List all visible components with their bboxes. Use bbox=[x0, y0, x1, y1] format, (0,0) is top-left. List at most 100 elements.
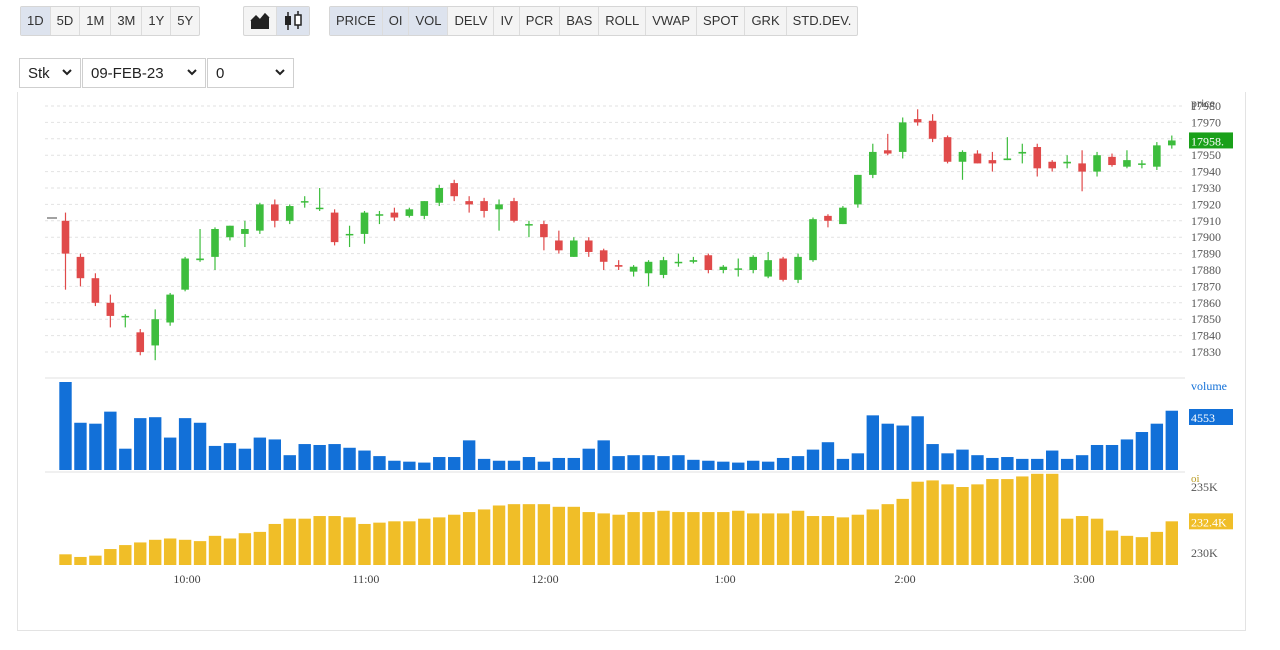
volume-bar bbox=[971, 455, 984, 470]
candle-body bbox=[181, 258, 189, 290]
candle-body bbox=[913, 119, 922, 123]
candle bbox=[1003, 137, 1012, 161]
area-chart-icon bbox=[250, 12, 270, 29]
oi-bar bbox=[702, 512, 715, 565]
oi-bar bbox=[208, 535, 222, 565]
candle bbox=[330, 209, 339, 246]
metric-button-roll[interactable]: ROLL bbox=[599, 7, 647, 35]
range-button-5d[interactable]: 5D bbox=[51, 7, 81, 35]
oi-bar bbox=[373, 522, 386, 565]
candle-body bbox=[824, 215, 832, 221]
candle-body bbox=[719, 266, 728, 270]
candle-body bbox=[1018, 151, 1027, 154]
metric-button-vwap[interactable]: VWAP bbox=[646, 7, 698, 35]
volume-bar bbox=[896, 425, 909, 470]
candle bbox=[943, 135, 952, 164]
candle-body bbox=[121, 315, 130, 318]
oi-bar bbox=[507, 504, 521, 565]
candle bbox=[300, 196, 309, 208]
candle-body bbox=[241, 229, 249, 234]
price-tick-label: 17840 bbox=[1191, 329, 1221, 343]
candle-body bbox=[375, 214, 384, 216]
volume-bar bbox=[1031, 458, 1044, 470]
volume-bar bbox=[986, 457, 999, 470]
candle bbox=[614, 260, 623, 270]
candle-body bbox=[480, 201, 488, 211]
oi-bar bbox=[1105, 530, 1119, 565]
candle bbox=[345, 225, 354, 248]
volume-bar bbox=[926, 444, 939, 470]
candle-body bbox=[555, 240, 563, 251]
candle bbox=[839, 206, 847, 225]
candle-body bbox=[166, 294, 174, 323]
candle bbox=[599, 248, 608, 270]
area-chart-button[interactable] bbox=[244, 7, 277, 35]
candle bbox=[1063, 155, 1071, 169]
candle bbox=[779, 256, 787, 282]
volume-bar bbox=[881, 423, 894, 470]
candle-body bbox=[883, 150, 892, 154]
instrument-select[interactable]: Stk bbox=[19, 58, 81, 88]
price-tick-label: 17910 bbox=[1191, 214, 1221, 228]
range-button-5y[interactable]: 5Y bbox=[177, 13, 194, 28]
volume-bar bbox=[522, 457, 536, 470]
range-button-1d[interactable]: 1D bbox=[21, 7, 51, 35]
metric-button-pcr[interactable]: PCR bbox=[520, 7, 561, 35]
metric-button-spot[interactable]: SPOT bbox=[697, 7, 746, 35]
volume-bar bbox=[567, 457, 580, 470]
volume-bar bbox=[1016, 458, 1029, 470]
oi-bar bbox=[627, 512, 640, 565]
candle bbox=[674, 253, 683, 267]
metric-button-bas[interactable]: BAS bbox=[560, 7, 600, 35]
candle bbox=[689, 256, 698, 264]
candle-body bbox=[614, 265, 623, 267]
candle-body bbox=[958, 151, 967, 162]
candle bbox=[749, 255, 757, 274]
range-button-group: 1D 5D 1M 3M 1Y 5Y bbox=[20, 6, 201, 36]
expiry-select-value: 09-FEB-23 bbox=[91, 64, 164, 82]
volume-bar bbox=[1120, 439, 1134, 470]
oi-bar bbox=[956, 487, 969, 565]
price-tick-label: 17970 bbox=[1191, 115, 1221, 129]
metric-button-vol[interactable]: VOL bbox=[409, 7, 449, 35]
candle-body bbox=[196, 258, 204, 261]
metric-button-iv[interactable]: IV bbox=[494, 7, 520, 35]
oi-bar bbox=[298, 518, 311, 565]
candle-body bbox=[390, 212, 399, 218]
oi-bar bbox=[283, 518, 296, 565]
range-button-1m[interactable]: 1M bbox=[80, 7, 112, 35]
metric-button-oi[interactable]: OI bbox=[382, 7, 410, 35]
volume-bar bbox=[208, 445, 222, 470]
volume-bar bbox=[582, 448, 595, 470]
range-button-3m[interactable]: 3M bbox=[111, 7, 143, 35]
candle bbox=[106, 294, 115, 328]
candle-body bbox=[136, 332, 145, 352]
candle-body bbox=[988, 160, 997, 164]
oi-bar bbox=[448, 514, 461, 565]
candle bbox=[495, 199, 503, 231]
candle-body bbox=[764, 260, 772, 277]
metric-button-price[interactable]: PRICE bbox=[330, 7, 383, 35]
candlestick-chart-button[interactable] bbox=[277, 7, 309, 35]
oi-bar bbox=[1060, 518, 1074, 565]
volume-bar bbox=[657, 456, 670, 470]
oi-bar bbox=[313, 516, 326, 565]
metric-button-stddev[interactable]: STD.DEV. bbox=[792, 13, 852, 28]
candle-body bbox=[450, 183, 458, 197]
candle bbox=[988, 151, 997, 172]
candlestick-icon bbox=[285, 11, 302, 30]
oi-bar bbox=[747, 513, 760, 565]
expiry-select[interactable]: 09-FEB-23 bbox=[82, 58, 206, 88]
oi-bar bbox=[388, 521, 401, 565]
strike-select[interactable]: 0 bbox=[207, 58, 294, 88]
metric-button-delv[interactable]: DELV bbox=[448, 7, 495, 35]
candle-body bbox=[91, 278, 100, 303]
volume-bar bbox=[74, 422, 87, 470]
candle-body bbox=[1108, 156, 1116, 166]
metric-button-grk[interactable]: GRK bbox=[745, 7, 787, 35]
volume-bar bbox=[1001, 457, 1014, 470]
candle bbox=[256, 202, 264, 234]
candle bbox=[435, 184, 444, 207]
candle bbox=[734, 258, 743, 277]
range-button-1y[interactable]: 1Y bbox=[142, 7, 172, 35]
